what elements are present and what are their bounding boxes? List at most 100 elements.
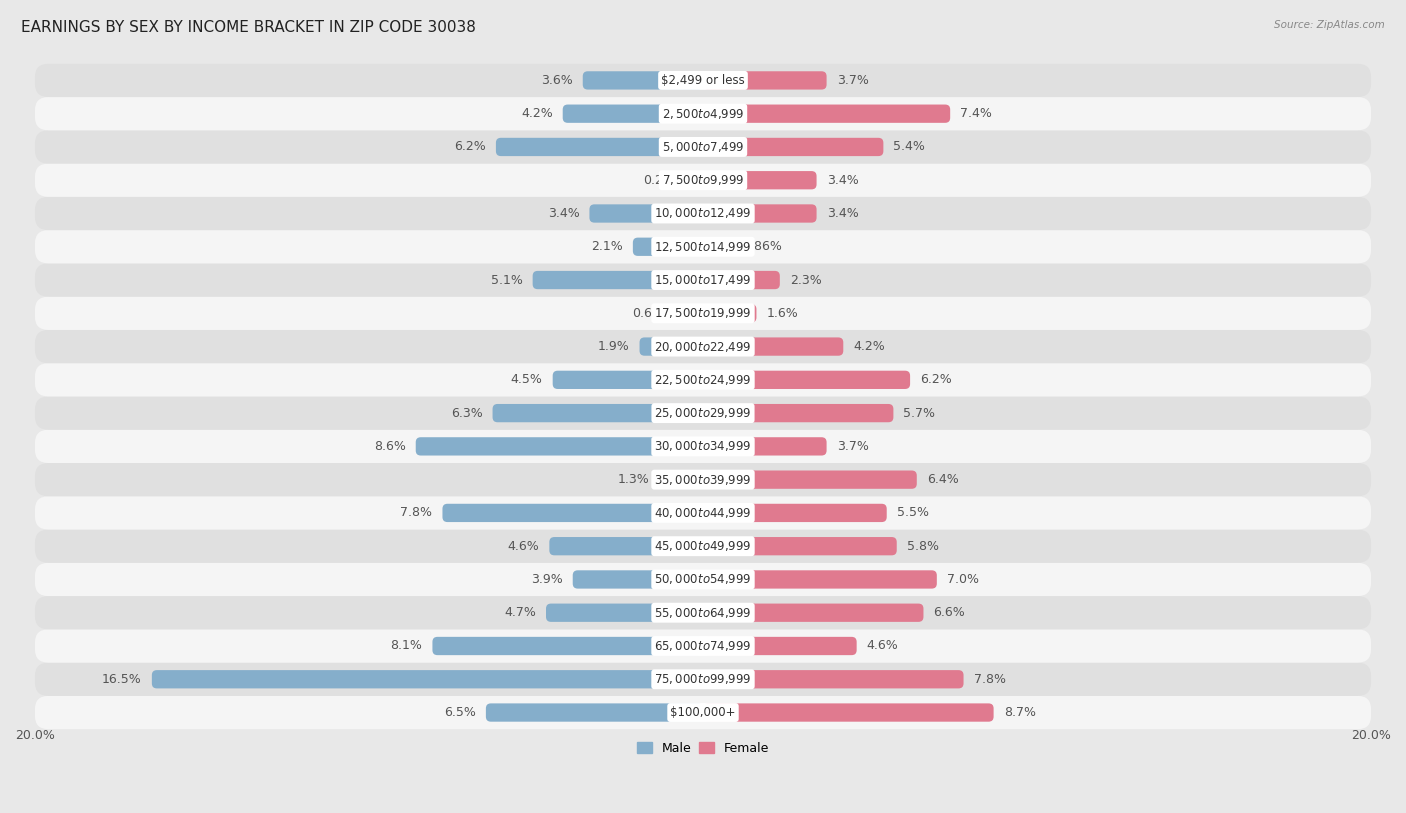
Text: $25,000 to $29,999: $25,000 to $29,999 [654,406,752,420]
FancyBboxPatch shape [633,237,703,256]
FancyBboxPatch shape [703,204,817,223]
Text: 5.1%: 5.1% [491,273,523,286]
Text: EARNINGS BY SEX BY INCOME BRACKET IN ZIP CODE 30038: EARNINGS BY SEX BY INCOME BRACKET IN ZIP… [21,20,477,35]
Text: $100,000+: $100,000+ [671,706,735,719]
Text: 7.0%: 7.0% [946,573,979,586]
FancyBboxPatch shape [35,629,1371,663]
Text: 8.7%: 8.7% [1004,706,1036,719]
FancyBboxPatch shape [486,703,703,722]
Text: 6.2%: 6.2% [920,373,952,386]
FancyBboxPatch shape [35,529,1371,563]
Text: 3.9%: 3.9% [531,573,562,586]
Text: 4.2%: 4.2% [522,107,553,120]
Text: $75,000 to $99,999: $75,000 to $99,999 [654,672,752,686]
Text: $15,000 to $17,499: $15,000 to $17,499 [654,273,752,287]
Text: $50,000 to $54,999: $50,000 to $54,999 [654,572,752,586]
Text: 2.3%: 2.3% [790,273,821,286]
Text: 0.29%: 0.29% [644,174,683,187]
Text: 3.7%: 3.7% [837,74,869,87]
FancyBboxPatch shape [416,437,703,455]
FancyBboxPatch shape [35,263,1371,297]
Text: $30,000 to $34,999: $30,000 to $34,999 [654,439,752,454]
Text: 3.4%: 3.4% [827,207,858,220]
Text: 1.6%: 1.6% [766,307,799,320]
FancyBboxPatch shape [659,471,703,489]
Text: Source: ZipAtlas.com: Source: ZipAtlas.com [1274,20,1385,30]
FancyBboxPatch shape [589,204,703,223]
Text: 6.5%: 6.5% [444,706,475,719]
Text: 4.6%: 4.6% [508,540,540,553]
Text: $5,000 to $7,499: $5,000 to $7,499 [662,140,744,154]
FancyBboxPatch shape [703,105,950,123]
Text: 1.3%: 1.3% [617,473,650,486]
FancyBboxPatch shape [562,105,703,123]
Text: 6.4%: 6.4% [927,473,959,486]
Text: $2,500 to $4,999: $2,500 to $4,999 [662,107,744,120]
FancyBboxPatch shape [35,397,1371,430]
FancyBboxPatch shape [35,696,1371,729]
FancyBboxPatch shape [35,197,1371,230]
Text: 16.5%: 16.5% [103,673,142,685]
FancyBboxPatch shape [35,330,1371,363]
Text: $55,000 to $64,999: $55,000 to $64,999 [654,606,752,620]
FancyBboxPatch shape [152,670,703,689]
FancyBboxPatch shape [640,337,703,356]
FancyBboxPatch shape [35,163,1371,197]
Text: 8.6%: 8.6% [374,440,406,453]
FancyBboxPatch shape [496,138,703,156]
FancyBboxPatch shape [703,471,917,489]
Text: 7.8%: 7.8% [973,673,1005,685]
Text: 5.8%: 5.8% [907,540,939,553]
FancyBboxPatch shape [35,363,1371,397]
Text: 4.6%: 4.6% [866,640,898,653]
Text: 0.62%: 0.62% [633,307,672,320]
Text: $45,000 to $49,999: $45,000 to $49,999 [654,539,752,553]
Text: 7.4%: 7.4% [960,107,993,120]
Text: 0.86%: 0.86% [742,241,782,254]
FancyBboxPatch shape [546,603,703,622]
FancyBboxPatch shape [703,603,924,622]
FancyBboxPatch shape [582,72,703,89]
FancyBboxPatch shape [443,504,703,522]
Text: 3.7%: 3.7% [837,440,869,453]
FancyBboxPatch shape [35,97,1371,130]
FancyBboxPatch shape [703,504,887,522]
Text: $12,500 to $14,999: $12,500 to $14,999 [654,240,752,254]
Text: 5.5%: 5.5% [897,506,929,520]
Text: 6.3%: 6.3% [451,406,482,420]
Text: 3.4%: 3.4% [827,174,858,187]
FancyBboxPatch shape [703,703,994,722]
FancyBboxPatch shape [703,138,883,156]
FancyBboxPatch shape [703,637,856,655]
FancyBboxPatch shape [35,663,1371,696]
Text: 2.1%: 2.1% [591,241,623,254]
FancyBboxPatch shape [35,563,1371,596]
FancyBboxPatch shape [703,337,844,356]
Text: 5.4%: 5.4% [893,141,925,154]
Text: 4.7%: 4.7% [505,606,536,620]
FancyBboxPatch shape [682,304,703,323]
FancyBboxPatch shape [703,371,910,389]
FancyBboxPatch shape [703,72,827,89]
Text: $20,000 to $22,499: $20,000 to $22,499 [654,340,752,354]
FancyBboxPatch shape [703,570,936,589]
Text: $17,500 to $19,999: $17,500 to $19,999 [654,307,752,320]
FancyBboxPatch shape [35,430,1371,463]
FancyBboxPatch shape [35,230,1371,263]
Text: $2,499 or less: $2,499 or less [661,74,745,87]
FancyBboxPatch shape [550,537,703,555]
FancyBboxPatch shape [553,371,703,389]
Text: 4.2%: 4.2% [853,340,884,353]
FancyBboxPatch shape [35,463,1371,496]
FancyBboxPatch shape [533,271,703,289]
Text: 4.5%: 4.5% [510,373,543,386]
FancyBboxPatch shape [703,437,827,455]
Text: $7,500 to $9,999: $7,500 to $9,999 [662,173,744,187]
FancyBboxPatch shape [433,637,703,655]
FancyBboxPatch shape [703,304,756,323]
Text: 5.7%: 5.7% [904,406,935,420]
FancyBboxPatch shape [703,237,731,256]
FancyBboxPatch shape [35,297,1371,330]
Text: 3.6%: 3.6% [541,74,572,87]
Text: 7.8%: 7.8% [401,506,433,520]
